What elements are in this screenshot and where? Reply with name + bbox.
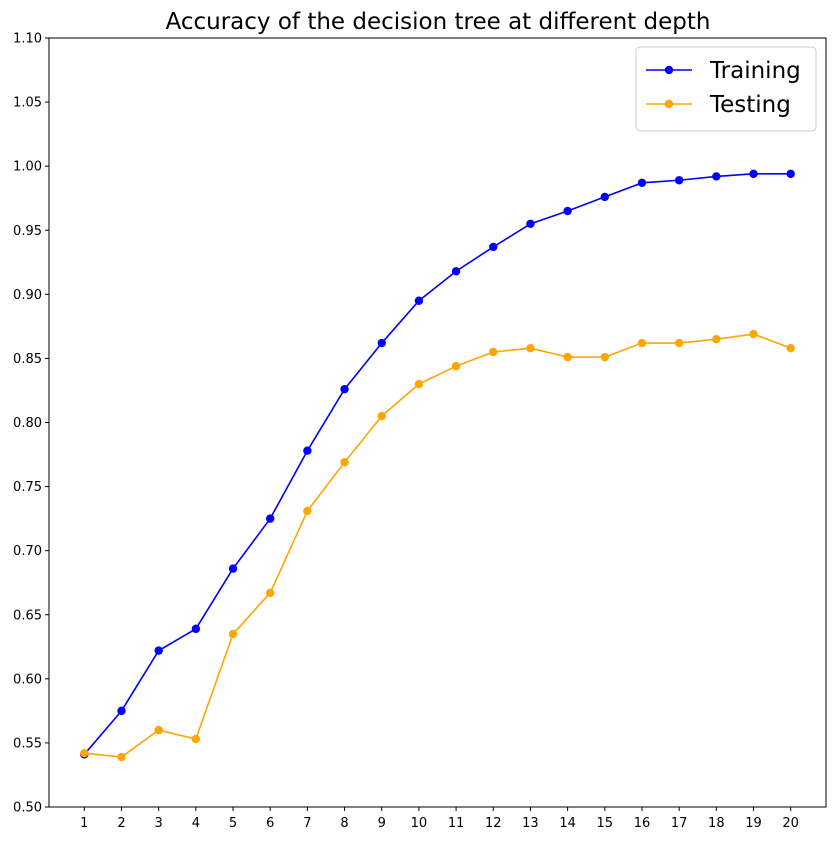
data-point-testing (526, 343, 535, 353)
x-tick-label: 1 (80, 816, 88, 831)
y-tick-label: 0.50 (13, 801, 42, 816)
data-point-testing (600, 352, 609, 362)
data-point-testing (303, 506, 312, 516)
series-line-training (83, 173, 791, 755)
data-point-testing (563, 352, 572, 362)
y-tick-label: 0.75 (13, 480, 42, 495)
data-point-training (786, 169, 795, 179)
data-point-testing (377, 411, 386, 421)
legend-label: Testing (709, 92, 791, 118)
x-tick-label: 14 (559, 816, 576, 831)
y-tick-label: 0.55 (13, 736, 42, 751)
data-point-training (489, 242, 498, 252)
x-tick-label: 7 (303, 816, 311, 831)
series-layer (80, 169, 795, 762)
x-tick-label: 8 (340, 816, 348, 831)
data-point-training (712, 172, 721, 181)
x-tick-label: 5 (229, 816, 237, 831)
plot-frame (48, 37, 827, 808)
data-point-training (526, 219, 535, 229)
data-point-testing (786, 343, 795, 353)
data-point-testing (228, 629, 238, 639)
legend-entry-testing: Testing (646, 92, 791, 118)
y-tick-label: 0.85 (13, 352, 42, 367)
x-tick-label: 3 (155, 816, 163, 831)
y-tick-label: 0.80 (13, 416, 42, 431)
data-point-testing (712, 334, 721, 344)
chart-title: Accuracy of the decision tree at differe… (166, 9, 711, 35)
x-tick-label: 19 (745, 816, 762, 831)
y-tick-label: 1.00 (13, 160, 42, 175)
legend-label: Training (709, 58, 801, 84)
y-tick-label: 1.05 (13, 96, 42, 111)
data-point-training (154, 646, 163, 655)
x-tick-label: 12 (485, 816, 502, 831)
legend-entry-training: Training (646, 58, 801, 84)
x-tick-label: 10 (411, 816, 428, 831)
data-point-testing (674, 338, 684, 348)
data-point-testing (749, 329, 758, 339)
x-tick-label: 20 (782, 816, 799, 831)
data-point-testing (266, 588, 275, 598)
series-line-testing (84, 333, 791, 758)
axes: 0.50 0.55 0.60 0.65 0.70 0.75 0.80 0.85 0.90 0.95… (13, 32, 827, 831)
data-point-testing (80, 748, 89, 758)
legend-box (635, 46, 817, 132)
data-point-training (191, 624, 201, 634)
data-point-training (563, 206, 572, 216)
x-tick-label: 18 (708, 816, 725, 831)
y-tick-label: 0.65 (13, 608, 42, 623)
x-tick-label: 13 (522, 816, 539, 831)
data-point-testing (117, 752, 126, 762)
data-point-training (637, 178, 647, 188)
data-point-training (340, 384, 349, 394)
y-tick-label: 0.60 (13, 672, 42, 687)
data-point-training (266, 514, 275, 523)
x-tick-label: 11 (448, 816, 465, 831)
data-point-training (303, 446, 312, 455)
legend-marker (664, 99, 674, 109)
data-point-testing (340, 458, 349, 467)
y-tick-label: 0.95 (13, 224, 42, 239)
x-tick-label: 6 (266, 816, 274, 831)
x-tick-label: 2 (117, 816, 125, 831)
series-training (80, 169, 795, 759)
legend-marker (664, 65, 674, 75)
data-point-training (749, 169, 758, 179)
data-point-testing (637, 338, 647, 348)
y-tick-label: 0.70 (13, 544, 42, 559)
data-point-training (414, 296, 424, 305)
legend: Training Testing (635, 46, 817, 132)
data-point-testing (414, 379, 424, 389)
x-tick-label: 4 (192, 816, 200, 831)
y-tick-label: 1.10 (13, 32, 42, 47)
data-point-testing (154, 725, 163, 735)
data-point-training (600, 192, 609, 202)
x-tick-label: 16 (634, 816, 651, 831)
data-point-testing (191, 734, 201, 744)
x-tick-label: 15 (597, 816, 614, 831)
data-point-testing (451, 361, 461, 371)
data-point-training (451, 267, 461, 276)
data-point-testing (489, 347, 498, 357)
data-point-training (228, 564, 238, 573)
data-point-training (674, 176, 684, 185)
y-tick-label: 0.90 (13, 288, 42, 303)
x-tick-label: 17 (671, 816, 688, 831)
data-point-training (377, 338, 386, 348)
series-testing (80, 329, 795, 762)
x-tick-label: 9 (378, 816, 386, 831)
data-point-training (117, 706, 126, 716)
